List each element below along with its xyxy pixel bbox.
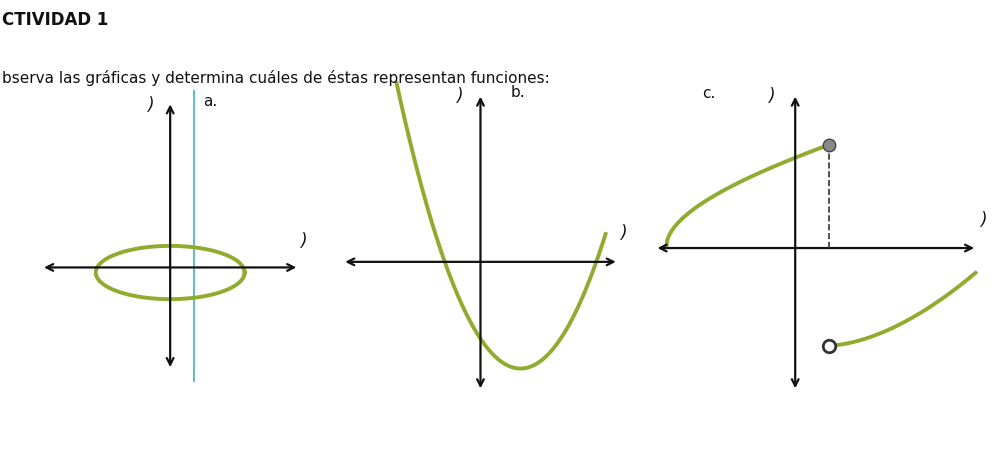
Text: ): ) bbox=[456, 87, 462, 105]
Text: ): ) bbox=[768, 87, 774, 105]
Text: bserva las gráficas y determina cuáles de éstas representan funciones:: bserva las gráficas y determina cuáles d… bbox=[2, 70, 550, 86]
Text: ): ) bbox=[621, 224, 627, 242]
Text: b.: b. bbox=[511, 85, 526, 100]
Text: ): ) bbox=[300, 232, 307, 250]
Text: c.: c. bbox=[703, 86, 716, 101]
Text: CTIVIDAD 1: CTIVIDAD 1 bbox=[2, 11, 108, 29]
Text: ): ) bbox=[980, 211, 987, 229]
Text: ): ) bbox=[147, 96, 153, 114]
Text: a.: a. bbox=[203, 94, 217, 109]
